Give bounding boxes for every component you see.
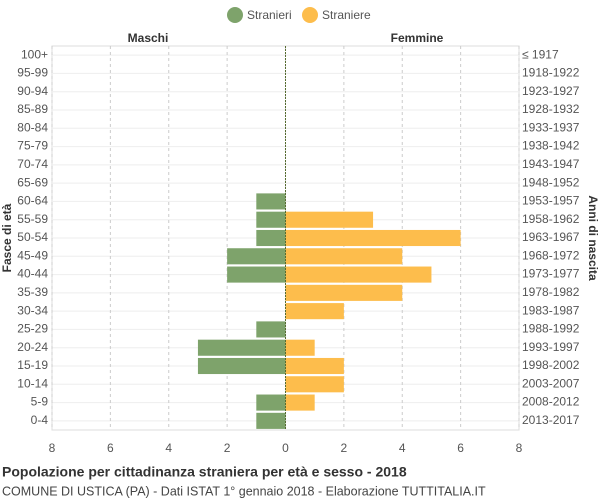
- y2-tick-label: 1928-1932: [522, 102, 580, 116]
- x-tick-label: 2: [341, 441, 348, 455]
- x-tick-label: 2: [224, 441, 231, 455]
- x-tick-label: 6: [107, 441, 114, 455]
- legend-label: Stranieri: [247, 8, 292, 22]
- y-tick-label: 70-74: [17, 157, 48, 171]
- bar: [256, 394, 286, 411]
- y2-tick-label: ≤ 1917: [522, 47, 559, 61]
- left-label: Maschi: [128, 31, 169, 45]
- y-tick-label: 75-79: [17, 139, 48, 153]
- right-label: Femmine: [391, 31, 444, 45]
- y-tick-label: 90-94: [17, 84, 48, 98]
- y2-tick-label: 1998-2002: [522, 358, 580, 372]
- bar: [256, 211, 286, 228]
- bar: [227, 248, 286, 265]
- x-tick-label: 4: [165, 441, 172, 455]
- legend-label: Straniere: [322, 8, 371, 22]
- bar: [285, 303, 344, 320]
- y2-axis-label: Anni di nascita: [586, 195, 600, 281]
- y-tick-label: 40-44: [17, 267, 48, 281]
- y2-tick-label: 1988-1992: [522, 322, 580, 336]
- y2-tick-label: 1983-1987: [522, 303, 580, 317]
- y2-tick-label: 2008-2012: [522, 395, 580, 409]
- bar: [197, 357, 286, 375]
- y2-tick-label: 1968-1972: [522, 248, 580, 262]
- bar: [285, 394, 315, 411]
- y2-tick-label: 1958-1962: [522, 212, 580, 226]
- y-tick-label: 20-24: [17, 340, 48, 354]
- y2-tick-label: 1943-1947: [522, 157, 580, 171]
- y2-tick-label: 1978-1982: [522, 285, 580, 299]
- y-tick-label: 45-49: [17, 248, 48, 262]
- bar: [285, 339, 315, 356]
- x-tick-label: 8: [516, 441, 523, 455]
- y2-tick-label: 1963-1967: [522, 230, 580, 244]
- legend-swatch: [227, 7, 243, 23]
- chart-title: Popolazione per cittadinanza straniera p…: [2, 464, 407, 480]
- y-tick-label: 100+: [21, 47, 48, 61]
- y-tick-label: 95-99: [17, 66, 48, 80]
- y2-tick-label: 1933-1937: [522, 120, 580, 134]
- x-tick-label: 6: [457, 441, 464, 455]
- bar: [285, 357, 344, 375]
- x-tick-label: 8: [49, 441, 56, 455]
- y2-tick-label: 1938-1942: [522, 139, 580, 153]
- y-tick-label: 5-9: [31, 395, 49, 409]
- bar: [256, 193, 286, 210]
- bar: [256, 229, 286, 247]
- bar: [285, 211, 374, 228]
- y-tick-label: 60-64: [17, 194, 48, 208]
- y2-tick-label: 1993-1997: [522, 340, 580, 354]
- y-tick-label: 50-54: [17, 230, 48, 244]
- bar: [285, 284, 403, 301]
- y2-tick-label: 1953-1957: [522, 194, 580, 208]
- bar: [285, 229, 461, 247]
- y2-tick-label: 2013-2017: [522, 413, 580, 427]
- chart-subtitle: COMUNE DI USTICA (PA) - Dati ISTAT 1° ge…: [2, 484, 486, 498]
- y-tick-label: 10-14: [17, 376, 48, 390]
- bar: [197, 339, 286, 356]
- bar: [227, 266, 286, 283]
- y-tick-label: 30-34: [17, 303, 48, 317]
- y-tick-label: 15-19: [17, 358, 48, 372]
- x-tick-label: 0: [282, 441, 289, 455]
- y-tick-label: 65-69: [17, 175, 48, 189]
- y-tick-label: 0-4: [31, 413, 49, 427]
- legend-swatch: [302, 7, 318, 23]
- y2-tick-label: 1973-1977: [522, 267, 580, 281]
- y-tick-label: 85-89: [17, 102, 48, 116]
- y-tick-label: 55-59: [17, 212, 48, 226]
- bar: [285, 266, 432, 283]
- bar: [285, 248, 403, 265]
- y-tick-label: 35-39: [17, 285, 48, 299]
- y-tick-label: 80-84: [17, 120, 48, 134]
- y-axis-label: Fasce di età: [0, 203, 14, 272]
- y-tick-label: 25-29: [17, 322, 48, 336]
- bar: [285, 376, 344, 393]
- y2-tick-label: 1948-1952: [522, 175, 580, 189]
- y2-tick-label: 1918-1922: [522, 66, 580, 80]
- y2-tick-label: 2003-2007: [522, 376, 580, 390]
- bar: [256, 412, 286, 429]
- y2-tick-label: 1923-1927: [522, 84, 580, 98]
- x-tick-label: 4: [399, 441, 406, 455]
- bar: [256, 321, 286, 338]
